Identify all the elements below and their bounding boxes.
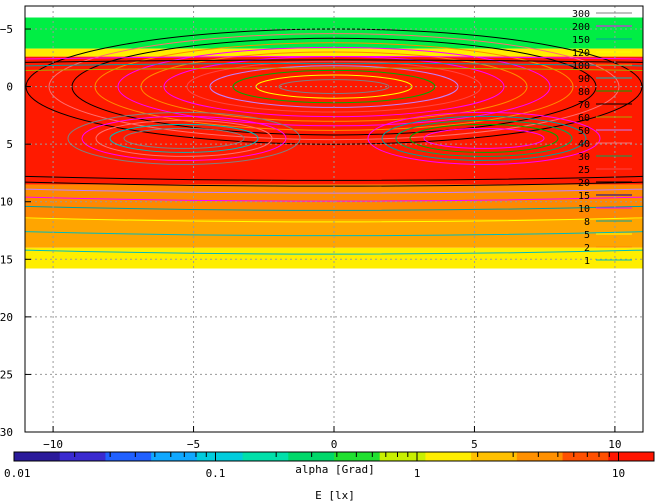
colorbar-segment [59, 452, 106, 461]
contour-lobe [423, 127, 545, 149]
colorbar-segment [151, 452, 198, 461]
contour-lobe [123, 127, 245, 149]
colorbar-segment [608, 452, 655, 461]
legend-label: 90 [578, 74, 590, 85]
x-tick-label: 10 [608, 438, 621, 451]
legend-label: 40 [578, 139, 590, 150]
contour-ring [278, 79, 390, 95]
legend-label: 120 [572, 48, 590, 59]
colorbar-segment [14, 452, 61, 461]
legend-label: 150 [572, 35, 590, 46]
x-tick-label: −5 [187, 438, 200, 451]
colorbar-tick-label: 1 [414, 467, 421, 480]
colorbar-frame [13, 451, 655, 462]
contour-line [24, 188, 644, 194]
legend-label: 70 [578, 100, 590, 111]
colorbar-segment [516, 452, 564, 461]
colorbar-tick-label: 10 [612, 467, 625, 480]
legend-label: 20 [578, 178, 590, 189]
legend-label: 10 [578, 204, 590, 215]
contour-line [24, 249, 644, 255]
legend-label: 200 [572, 22, 590, 33]
contour-lobe [381, 115, 587, 161]
colorbar-tick-label: 0.1 [206, 467, 226, 480]
contour-line [24, 62, 644, 67]
legend-label: 5 [584, 230, 590, 241]
contour-legend: 300 200 150 120 100 90 80 70 60 50 40 30 25 20 15 10 8 5 2… [572, 9, 632, 267]
colorbar-segment [196, 452, 244, 461]
colorbar-tick-label: 0.01 [4, 467, 31, 480]
field-bands [25, 17, 643, 269]
colorbar [13, 451, 655, 462]
legend-label: 2 [584, 243, 590, 254]
contour-line [24, 205, 644, 211]
y-axis-ticks: −5 0 5 10 15 20 25 30 [0, 23, 31, 439]
colorbar-segment [425, 452, 472, 461]
legend-label: 80 [578, 87, 590, 98]
x-tick-label: 0 [331, 438, 338, 451]
colorbar-segment [334, 452, 381, 461]
contour-lobe [109, 123, 259, 153]
colorbar-segment [562, 452, 609, 461]
x-axis-ticks: −10 −5 0 5 10 [43, 426, 622, 451]
legend-label: 8 [584, 217, 590, 228]
legend-label: 30 [578, 152, 590, 163]
x-axis-label: alpha [Grad] [295, 463, 374, 476]
legend-label: 15 [578, 191, 590, 202]
contour-lobe [409, 123, 559, 153]
contour-lobe [395, 119, 573, 157]
contour-lobe [367, 111, 601, 165]
x-tick-label: 5 [471, 438, 478, 451]
y-tick-label: −5 [0, 23, 13, 36]
colorbar-segment [105, 452, 152, 461]
y-tick-label: 15 [0, 253, 13, 266]
x-tick-label: −10 [43, 438, 63, 451]
contour-line [24, 231, 644, 237]
legend-label: 60 [578, 113, 590, 124]
contour-lobe [81, 115, 287, 161]
field-band-yellow [25, 247, 643, 269]
contour-line [24, 59, 644, 63]
colorbar-label: E [lx] [315, 489, 355, 502]
contour-ring [48, 33, 620, 141]
y-tick-label: 30 [0, 426, 13, 439]
y-tick-label: 5 [6, 138, 13, 151]
contour-lobe [95, 119, 273, 157]
legend-label: 1 [584, 256, 590, 267]
legend-label: 25 [578, 165, 590, 176]
y-tick-label: 0 [6, 81, 13, 94]
y-tick-label: 20 [0, 311, 13, 324]
colorbar-segment [471, 452, 518, 461]
colorbar-ticks: 0.01 0.1 1 10 [4, 467, 625, 480]
legend-label: 50 [578, 126, 590, 137]
field-band-red [25, 56, 643, 185]
y-tick-label: 10 [0, 196, 13, 209]
legend-label: 100 [572, 61, 590, 72]
colorbar-segment [379, 452, 426, 461]
y-tick-label: 25 [0, 368, 13, 381]
colorbar-segment [242, 452, 289, 461]
legend-label: 300 [572, 9, 590, 20]
contour-line [24, 175, 644, 181]
contour-lobe [67, 111, 301, 165]
